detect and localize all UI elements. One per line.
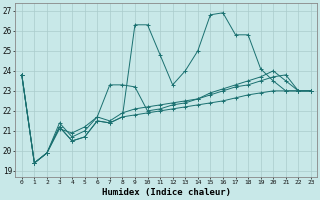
X-axis label: Humidex (Indice chaleur): Humidex (Indice chaleur) bbox=[102, 188, 231, 197]
